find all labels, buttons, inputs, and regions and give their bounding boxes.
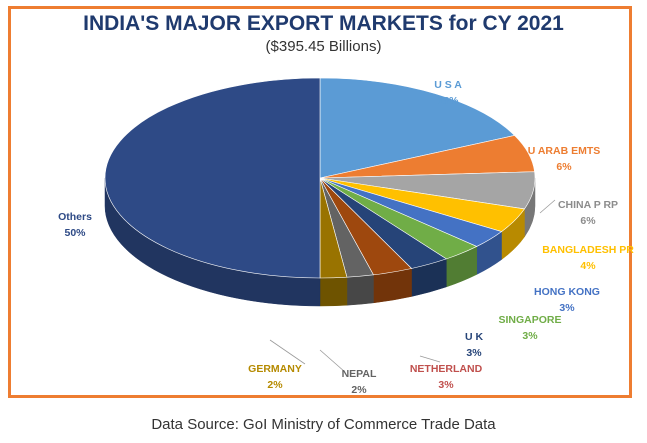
slice-label-nepal: NEPAL	[342, 368, 377, 380]
chart-title: INDIA'S MAJOR EXPORT MARKETS for CY 2021	[83, 12, 564, 35]
slice-label-u-k: U K	[465, 331, 484, 343]
leader-line-germany	[269, 339, 306, 365]
slice-value-u-arab-emts: 6%	[556, 161, 572, 173]
slice-label-bangladesh-pr: BANGLADESH PR	[542, 244, 634, 256]
leader-line-nepal	[319, 349, 346, 373]
data-source-note: Data Source: GoI Ministry of Commerce Tr…	[151, 416, 496, 433]
slice-value-others: 50%	[64, 227, 86, 239]
slice-label-u-arab-emts: U ARAB EMTS	[528, 145, 601, 157]
slice-value-china-p-rp: 6%	[580, 215, 596, 227]
slice-label-others: Others	[58, 211, 92, 223]
slice-label-china-p-rp: CHINA P RP	[558, 199, 618, 211]
pie-slice-others	[104, 77, 321, 279]
slice-value-singapore: 3%	[522, 330, 538, 342]
pie-side-nepal	[346, 274, 374, 306]
slice-label-u-s-a: U S A	[434, 79, 462, 91]
slice-value-u-k: 3%	[466, 347, 482, 359]
slice-value-bangladesh-pr: 4%	[580, 260, 596, 272]
chart-subtitle: ($395.45 Billions)	[265, 38, 382, 55]
slice-value-u-s-a: 18%	[437, 95, 459, 107]
pie-slice-u-s-a	[319, 77, 516, 179]
slice-label-netherland: NETHERLAND	[410, 363, 483, 375]
leader-line-china-p-rp	[539, 199, 556, 214]
pie-side-germany	[319, 276, 348, 307]
slice-label-hong-kong: HONG KONG	[534, 286, 600, 298]
slice-value-netherland: 3%	[438, 379, 454, 391]
slice-label-germany: GERMANY	[248, 363, 302, 375]
slice-value-hong-kong: 3%	[559, 302, 575, 314]
slice-label-singapore: SINGAPORE	[498, 314, 561, 326]
leader-line-netherland	[419, 355, 441, 363]
slice-value-nepal: 2%	[351, 384, 367, 396]
slice-value-germany: 2%	[267, 379, 283, 391]
